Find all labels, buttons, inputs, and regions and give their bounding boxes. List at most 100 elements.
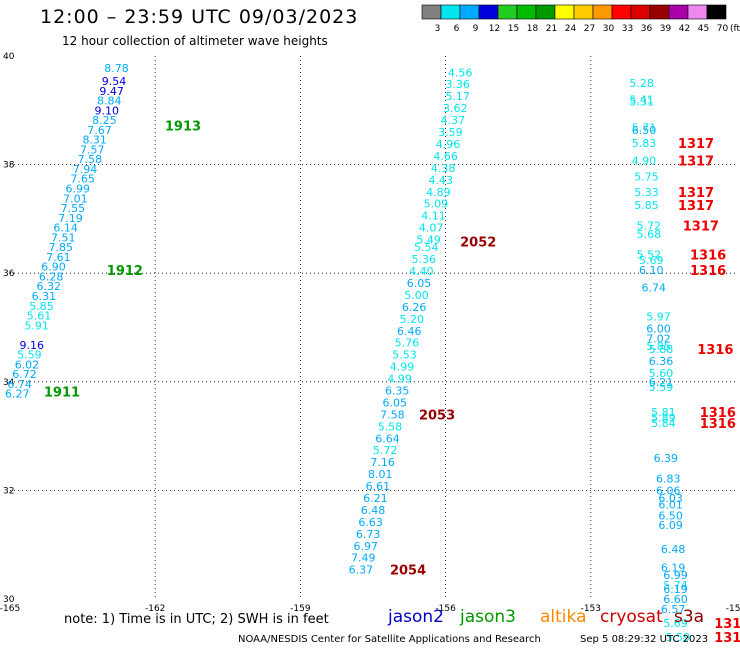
wave-height-point: 5.85 xyxy=(646,340,671,353)
wave-height-point: 7.49 xyxy=(351,552,376,565)
wave-height-point: 6.14 xyxy=(53,222,78,235)
wave-height-point: 5.91 xyxy=(24,319,49,332)
page-title: 12:00 – 23:59 UTC 09/03/2023 xyxy=(40,6,359,28)
pass-label: 1317 xyxy=(678,186,714,201)
wave-height-point: 5.58 xyxy=(378,420,403,433)
wave-height-point: 6.97 xyxy=(353,540,378,553)
legend-label: 6 xyxy=(454,24,460,34)
wave-height-point: 3.59 xyxy=(438,126,463,139)
y-tick-label: 40 xyxy=(3,52,15,62)
wave-height-point: 7.94 xyxy=(73,163,98,176)
wave-height-point: 4.89 xyxy=(426,186,451,199)
wave-height-point: 6.19 xyxy=(663,583,688,596)
wave-height-point: 4.99 xyxy=(387,373,412,386)
wave-height-point: 6.03 xyxy=(658,492,683,505)
wave-height-point: 8.25 xyxy=(92,114,117,127)
wave-height-point: 6.74 xyxy=(641,281,666,294)
pass-label: 1911 xyxy=(44,386,80,401)
wave-height-point: 5.49 xyxy=(416,234,441,247)
wave-height-point: 6.21 xyxy=(649,376,674,389)
y-tick-label: 34 xyxy=(3,378,15,388)
legend-label: 70 xyxy=(717,24,729,34)
wave-height-point: 6.50 xyxy=(658,509,683,522)
wave-height-point: 8.84 xyxy=(97,95,122,108)
wave-height-point: 7.58 xyxy=(78,153,103,166)
wave-height-point: 7.57 xyxy=(80,143,105,156)
wave-height-point: 6.09 xyxy=(658,519,683,532)
wave-height-point: 5.33 xyxy=(634,186,659,199)
wave-height-point: 6.10 xyxy=(639,264,664,277)
wave-height-point: 5.41 xyxy=(629,93,654,106)
wave-height-point: 6.27 xyxy=(5,388,30,401)
wave-height-point: 5.59 xyxy=(649,381,674,394)
pass-label: 1317 xyxy=(714,617,740,632)
wave-height-point: 5.88 xyxy=(649,343,674,356)
pass-label: 1317 xyxy=(714,631,740,646)
wave-height-point: 5.85 xyxy=(29,300,54,313)
x-tick-label: -153 xyxy=(581,604,601,614)
wave-height-point: 5.59 xyxy=(666,631,691,644)
wave-height-point: 6.21 xyxy=(363,492,388,505)
pass-label: 1316 xyxy=(690,249,726,264)
wave-height-point: 7.19 xyxy=(58,212,83,225)
wave-height-point: 6.99 xyxy=(663,569,688,582)
pass-label: 1317 xyxy=(683,219,719,234)
wave-height-point: 5.61 xyxy=(27,310,52,323)
x-tick-label: -150 xyxy=(726,604,740,614)
wave-height-point: 5.76 xyxy=(395,337,420,350)
wave-height-point: 6.74 xyxy=(7,378,32,391)
wave-height-point: 6.48 xyxy=(361,504,386,517)
wave-height-point: 5.72 xyxy=(373,444,398,457)
wave-height-point: 4.38 xyxy=(431,162,456,175)
wave-height-point: 7.02 xyxy=(646,332,671,345)
wave-height-point: 6.61 xyxy=(366,480,391,493)
wave-height-point: 7.67 xyxy=(87,124,112,137)
legend-label: 9 xyxy=(473,24,479,34)
wave-height-point: 6.83 xyxy=(656,472,681,485)
x-tick-label: -165 xyxy=(0,604,20,614)
wave-height-point: 4.66 xyxy=(433,150,458,163)
wave-height-point: 5.97 xyxy=(646,311,671,324)
wave-height-point: 5.20 xyxy=(399,313,424,326)
pass-label: 1913 xyxy=(165,120,201,135)
wave-height-point: 6.05 xyxy=(407,277,432,290)
pass-label: 1316 xyxy=(700,406,736,421)
wave-height-point: 5.89 xyxy=(651,412,676,425)
wave-height-point: 9.16 xyxy=(20,339,45,352)
wave-height-point: 4.90 xyxy=(632,154,657,167)
wave-height-point: 6.01 xyxy=(658,499,683,512)
wave-height-point: 5.59 xyxy=(17,349,42,362)
wave-height-point: 6.26 xyxy=(402,301,427,314)
wave-height-point: 6.19 xyxy=(661,562,686,575)
wave-height-point: 6.39 xyxy=(654,452,679,465)
satellite-jason3: jason3 xyxy=(460,607,516,627)
wave-height-point: 4.11 xyxy=(421,210,446,223)
wave-height-point: 8.01 xyxy=(368,468,393,481)
wave-height-point: 5.75 xyxy=(634,171,659,184)
pass-label: 1316 xyxy=(697,343,733,358)
x-tick-label: -156 xyxy=(435,604,456,614)
wave-height-point: 7.55 xyxy=(61,202,86,215)
pass-label: 1317 xyxy=(678,199,714,214)
wave-height-point: 5.52 xyxy=(637,249,662,262)
footer-credit: NOAA/NESDIS Center for Satellite Applica… xyxy=(238,634,541,645)
satellite-jason2: jason2 xyxy=(388,607,444,627)
wave-height-point: 4.40 xyxy=(409,265,434,278)
wave-height-point: 3.36 xyxy=(445,78,470,91)
wave-height-point: 9.10 xyxy=(95,104,120,117)
wave-height-point: 6.32 xyxy=(36,280,61,293)
y-tick-label: 36 xyxy=(3,269,15,279)
wave-height-point: 5.69 xyxy=(639,254,664,267)
footer-note: note: 1) Time is in UTC; 2) SWH is in fe… xyxy=(64,612,329,627)
legend-label: 36 xyxy=(641,24,653,34)
wave-height-point: 5.60 xyxy=(649,367,674,380)
legend-label: 15 xyxy=(508,24,519,34)
y-tick-label: 30 xyxy=(3,595,15,605)
wave-height-point: 7.85 xyxy=(49,241,74,254)
satellite-altika: altika xyxy=(540,607,587,627)
wave-height-point: 6.64 xyxy=(375,432,400,445)
satellite-cryosat: cryosat xyxy=(600,607,663,627)
pass-label: 1316 xyxy=(700,417,736,432)
wave-height-point: 6.06 xyxy=(656,484,681,497)
